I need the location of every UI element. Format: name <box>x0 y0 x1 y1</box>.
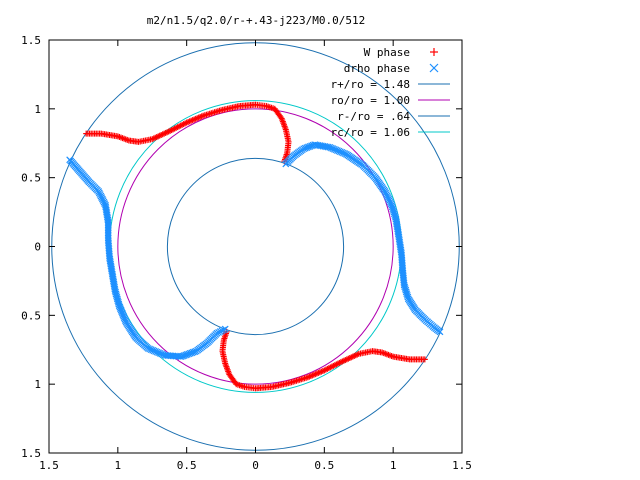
series-1-fill-9-2-b <box>112 290 120 298</box>
series-1-point-34-b <box>400 281 408 289</box>
chart-title: m2/n1.5/q2.0/r-+.43-j223/M0.0/512 <box>147 14 366 27</box>
xtick-label-2: 0.5 <box>177 459 197 472</box>
ytick-label-0: 1.5 <box>21 447 41 460</box>
series-1-fill-24-10-b <box>341 150 349 158</box>
series-1-fill-24-5-b <box>333 147 341 154</box>
series-1-fill-13-2-b <box>147 346 155 354</box>
points-layer <box>66 101 444 392</box>
series-1-fill-24-2-b <box>329 145 337 153</box>
circle-1 <box>117 108 394 385</box>
ytick-label-1: 1 <box>34 378 41 391</box>
xtick-label-3: 0 <box>252 459 259 472</box>
series-1-fill-34-6-b <box>403 291 411 299</box>
xtick-label-0: 1.5 <box>39 459 59 472</box>
series-1-fill-34-3-b <box>402 286 410 294</box>
legend-key-series-1-b <box>429 63 439 73</box>
series-1-point-39 <box>436 328 444 336</box>
series-1-fill-10-8-b <box>120 314 128 322</box>
series-1-fill-10-10-b <box>122 317 129 325</box>
xtick-label-4: 0.5 <box>314 459 334 472</box>
series-1-fill-24-6-b <box>335 147 343 155</box>
series-1-fill-10-6-b <box>119 311 127 319</box>
legend-key-series-1 <box>429 63 439 73</box>
series-1-fill-10-9-b <box>121 315 129 323</box>
series-1-fill-23-7-b <box>323 143 330 151</box>
series-1-fill-29-1-b <box>388 203 396 211</box>
series-1-fill-29-6-b <box>391 212 399 219</box>
series-1-point-19 <box>221 325 229 333</box>
series-1-fill-24-8-b <box>338 148 346 156</box>
series-1-fill-24-3-b <box>330 145 338 153</box>
series-1-point-13-b <box>144 344 152 352</box>
legend-key-series-0 <box>430 48 438 56</box>
series-1-fill-13-8-b <box>156 349 164 357</box>
series-1-fill-14-8-b <box>174 352 182 360</box>
circle-2 <box>166 157 345 336</box>
series-1-point-9-b <box>111 287 119 294</box>
legend-label-circle-3: rc/ro = 1.06 <box>331 126 410 139</box>
legend-label-circle-0: r+/ro = 1.48 <box>331 78 410 91</box>
series-1-fill-9-1-b <box>112 288 119 296</box>
ytick-label-3: 0 <box>34 241 41 254</box>
series-1-fill-10-2-b <box>117 305 124 313</box>
series-1-fill-29-2-b <box>389 205 397 213</box>
ytick-label-2: 0.5 <box>21 309 41 322</box>
series-1-fill-13-6-b <box>153 348 161 356</box>
series-1-fill-8-9-b <box>111 285 119 293</box>
legend: W phase drho phase r+/ro = 1.48 ro/ro = 1.0… <box>331 46 450 139</box>
series-1-fill-34-4-b <box>402 288 410 296</box>
ytick-label-6: 1.5 <box>21 34 41 47</box>
series-1-fill-34-7-b <box>404 293 412 301</box>
series-1-fill-10-1-b <box>116 303 124 311</box>
series-1-fill-9-4-b <box>113 293 121 301</box>
series-1-fill-9-3-b <box>113 292 120 300</box>
xtick-label-5: 1 <box>390 459 397 472</box>
series-1-point-19-b <box>221 325 229 333</box>
series-1-fill-13-1-b <box>146 345 154 353</box>
xtick-label-6: 1.5 <box>452 459 472 472</box>
legend-label-series-0: W phase <box>364 46 410 59</box>
series-1-fill-10-3-b <box>117 306 125 314</box>
ticks-layer: 1.5 1 0.5 0 0.5 1 1.51.510.500.511.5 <box>21 34 472 472</box>
xtick-label-1: 1 <box>115 459 122 472</box>
series-1-fill-9-8-b <box>115 300 123 308</box>
series-1-fill-10-4-b <box>118 308 126 316</box>
legend-label-series-1: drho phase <box>344 62 410 75</box>
series-1-fill-9-5-b <box>113 295 121 303</box>
series-1-fill-33-7-b <box>400 279 408 287</box>
series-1-fill-29-3-b <box>389 206 397 214</box>
legend-label-circle-1: ro/ro = 1.00 <box>331 94 410 107</box>
series-1-point-39-b <box>436 328 444 336</box>
series-1-fill-29-7-b <box>391 213 399 221</box>
series-1-fill-29-4-b <box>390 208 398 216</box>
series-1-fill-24-4-b <box>332 146 340 154</box>
series-1-fill-13-9-b <box>158 350 166 358</box>
series-1-point-10-b <box>115 302 123 310</box>
series-1-fill-29-5-b <box>390 210 398 218</box>
series-0-point-37 <box>421 356 428 363</box>
series-1-fill-13-5-b <box>152 348 160 355</box>
series-1-fill-34-5-b <box>403 290 411 298</box>
series-1-fill-24-1-b <box>327 144 335 152</box>
series-1-fill-33-6-b <box>400 278 408 286</box>
ytick-label-4: 0.5 <box>21 172 41 185</box>
series-1-point-29-b <box>388 201 396 209</box>
series-1-point-24-b <box>326 143 334 151</box>
series-1-fill-24-7-b <box>336 148 344 156</box>
series-1-fill-9-6-b <box>114 297 122 305</box>
series-1-fill-13-3-b <box>149 346 157 354</box>
series-1-fill-9-7-b <box>114 298 122 306</box>
series-1-fill-34-2-b <box>401 285 409 292</box>
series-1-fill-24-9-b <box>339 149 347 157</box>
series-1-fill-10-7-b <box>120 312 128 320</box>
ytick-label-5: 1 <box>34 103 41 116</box>
series-1-fill-23-8-b <box>324 143 332 151</box>
legend-label-circle-2: r-/ro = .64 <box>337 110 410 123</box>
series-1-fill-13-7-b <box>155 349 163 357</box>
series-1-fill-13-4-b <box>150 347 158 355</box>
series-1-fill-10-5-b <box>118 309 126 317</box>
series-1-fill-34-1-b <box>401 283 409 291</box>
